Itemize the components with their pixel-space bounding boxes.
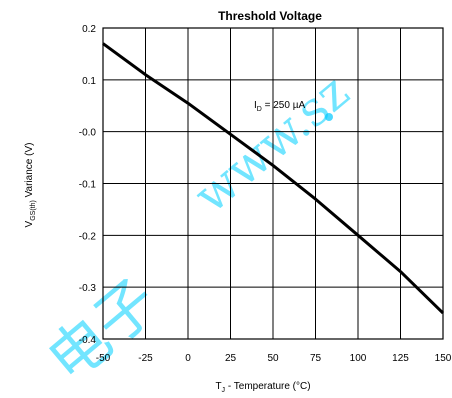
x-tick-label: 150 xyxy=(435,353,452,364)
x-axis-label-sub: J xyxy=(222,387,226,394)
x-axis-label: TJ - Temperature (°C) xyxy=(215,381,310,394)
y-tick-label: -0.3 xyxy=(79,283,97,294)
x-tick-label: 50 xyxy=(267,353,279,364)
y-tick-label: -0.0 xyxy=(79,128,97,139)
annotation-suffix: = 250 µA xyxy=(262,100,306,111)
x-tick-label: -25 xyxy=(138,353,153,364)
x-tick-label: 100 xyxy=(350,353,367,364)
x-tick-labels: -50 -25 0 25 50 75 100 125 150 xyxy=(96,353,452,364)
watermark-latin: www.sz xyxy=(184,64,360,224)
y-tick-label: -0.1 xyxy=(79,180,97,191)
series-line-vgs-variance xyxy=(102,42,445,315)
annotation-sub: D xyxy=(257,106,262,113)
y-axis-label-prefix: V xyxy=(24,220,35,227)
x-tick-label: 75 xyxy=(310,353,322,364)
watermark: www.sz 电子 xyxy=(35,64,360,397)
y-tick-labels: 0.2 0.1 -0.0 -0.1 -0.2 -0.3 -0.4 xyxy=(79,24,97,346)
y-tick-label: 0.1 xyxy=(82,76,96,87)
current-annotation: ID = 250 µA xyxy=(254,100,305,113)
x-tick-label: 125 xyxy=(392,353,409,364)
annotation-prefix: I xyxy=(254,100,257,111)
y-tick-label: -0.4 xyxy=(79,335,97,346)
x-tick-label: 25 xyxy=(225,353,237,364)
x-tick-label: -50 xyxy=(96,353,111,364)
y-tick-label: -0.2 xyxy=(79,231,97,242)
y-axis-label-suffix: Variance (V) xyxy=(24,143,35,201)
y-tick-label: 0.2 xyxy=(82,24,96,35)
x-axis-label-suffix: - Temperature (°C) xyxy=(225,381,311,392)
y-axis-label: VGS(th) Variance (V) xyxy=(24,143,37,228)
plot-frame xyxy=(102,27,444,340)
watermark-dot xyxy=(325,113,333,121)
x-axis-label-prefix: T xyxy=(215,381,221,392)
chart-title: Threshold Voltage xyxy=(218,9,322,23)
grid xyxy=(102,27,444,340)
y-axis-label-sub: GS(th) xyxy=(30,200,37,221)
x-tick-label: 0 xyxy=(185,353,191,364)
